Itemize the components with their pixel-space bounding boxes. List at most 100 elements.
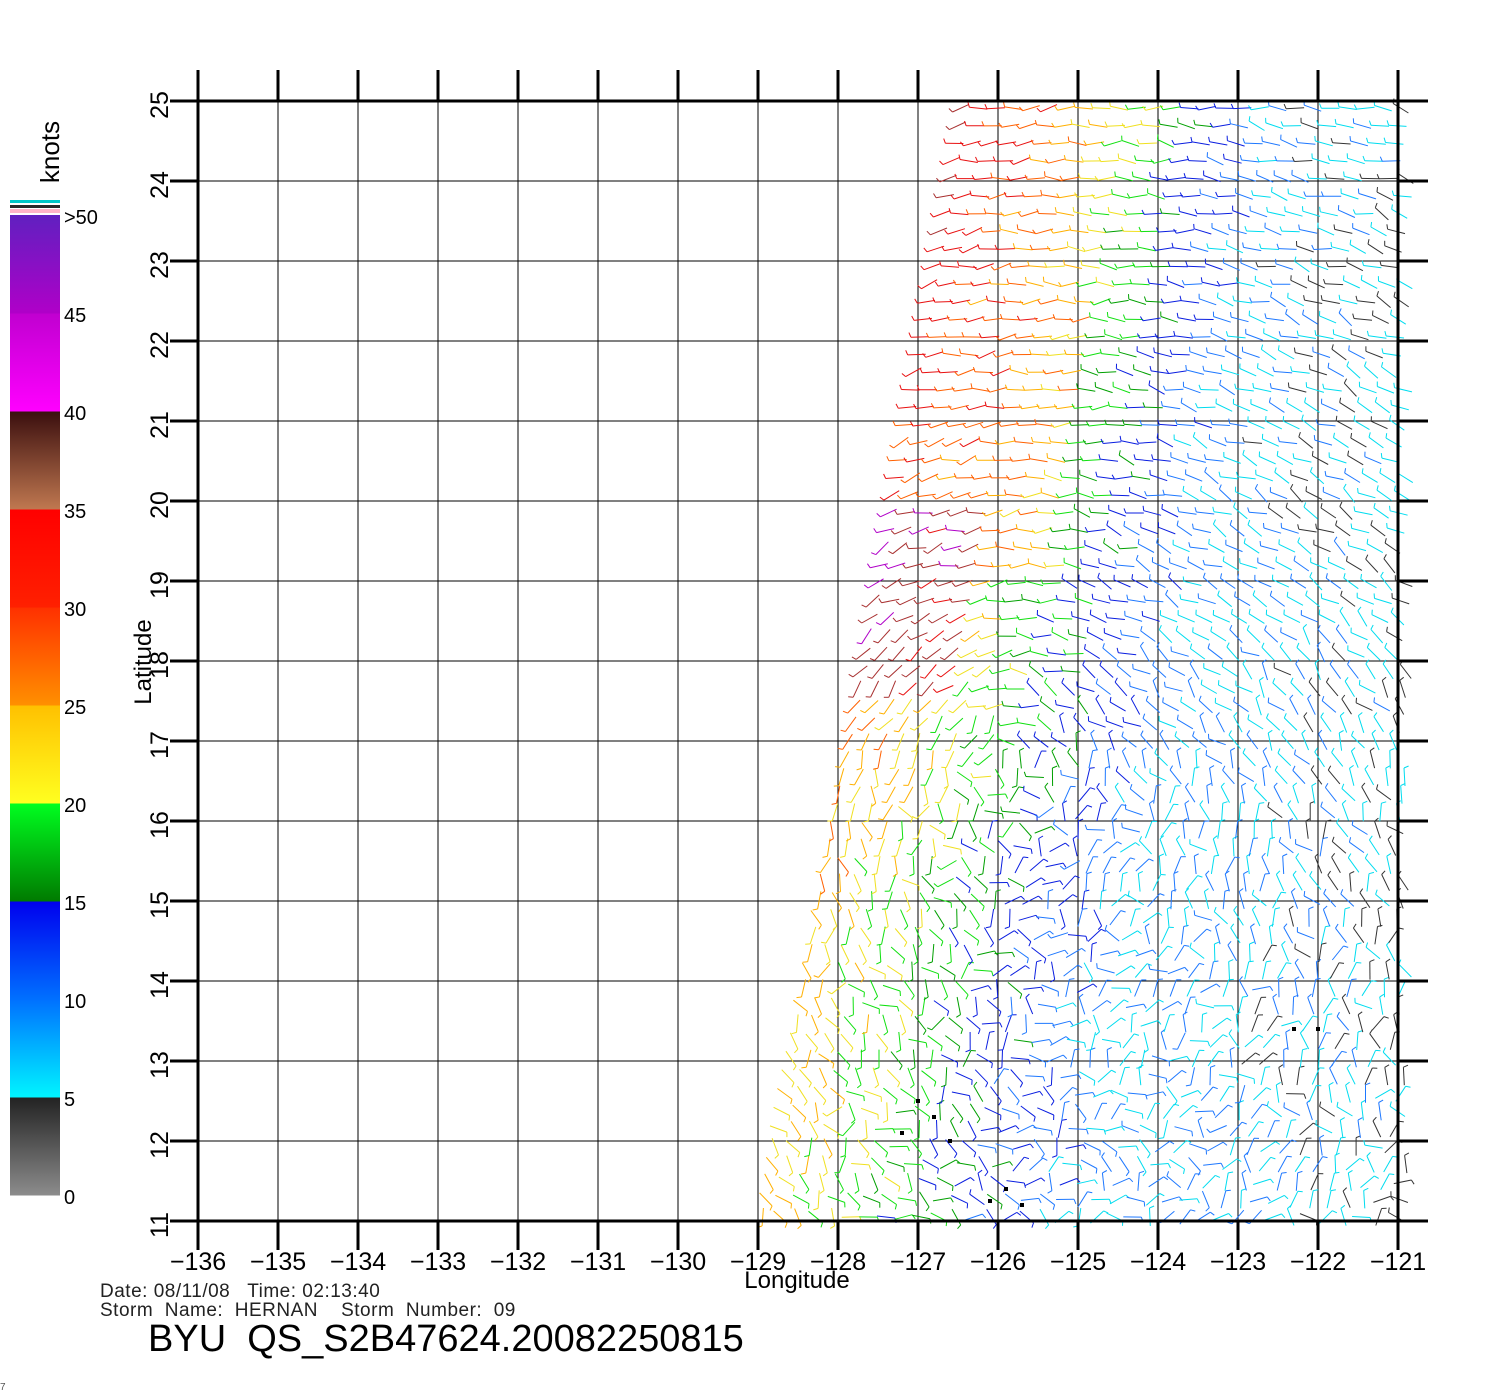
wind-vector — [890, 1051, 903, 1066]
wind-vector — [866, 1014, 870, 1033]
wind-vector — [982, 856, 986, 874]
wind-vector — [1018, 424, 1037, 426]
wind-vector-barb — [1180, 397, 1183, 403]
wind-vector — [1233, 506, 1248, 520]
wind-vector-barb — [1295, 853, 1300, 858]
wind-vector — [1338, 732, 1343, 751]
wind-vector — [851, 1163, 870, 1166]
wind-vector-barb — [1018, 404, 1023, 410]
wind-vector — [1293, 560, 1310, 572]
wind-vector-barb — [1204, 888, 1209, 892]
wind-vector — [986, 599, 1005, 603]
wind-vector — [966, 615, 984, 622]
wind-vector-barb — [1131, 574, 1134, 580]
wind-vector-barb — [1095, 694, 1100, 700]
wind-vector — [1241, 651, 1260, 657]
wind-vector — [1331, 646, 1346, 661]
wind-vector — [1334, 1155, 1337, 1174]
wind-vector-barb — [1248, 960, 1254, 963]
wind-vector-barb — [1050, 731, 1053, 738]
wind-vector — [1074, 106, 1093, 110]
wind-vector — [1099, 664, 1114, 678]
wind-vector — [848, 1102, 856, 1121]
wind-vector — [1053, 229, 1071, 234]
wind-vector-barb — [990, 561, 994, 567]
wind-vector-barb — [975, 545, 980, 550]
wind-vector-barb — [1081, 246, 1086, 252]
wind-vector-barb — [967, 799, 970, 805]
wind-vector — [1361, 279, 1378, 289]
wind-vector — [896, 615, 914, 623]
wind-vector — [898, 406, 917, 409]
wind-vector — [1034, 527, 1053, 534]
wind-vector-barb — [1051, 826, 1056, 831]
wind-vector-barb — [1103, 227, 1107, 233]
wind-vector-barb — [1266, 1087, 1272, 1091]
wind-vector-barb — [995, 873, 1001, 876]
wind-vector — [1389, 1032, 1396, 1050]
wind-vector — [848, 983, 865, 993]
wind-vector — [1047, 457, 1066, 463]
wind-vector — [1088, 720, 1106, 728]
wind-vector-barb — [1013, 436, 1016, 442]
wind-vector — [1112, 193, 1130, 199]
wind-vector — [876, 1033, 889, 1049]
wind-vector — [1209, 768, 1213, 786]
wind-vector-barb — [1208, 136, 1211, 142]
wind-vector — [1103, 542, 1119, 554]
wind-vector — [1235, 491, 1253, 500]
wind-vector-barb — [1272, 366, 1275, 372]
wind-vector — [976, 1053, 993, 1064]
wind-vector — [876, 528, 895, 534]
wind-vector-barb — [1005, 793, 1009, 799]
wind-vector — [1264, 1213, 1282, 1221]
wind-vector-barb — [1228, 418, 1231, 424]
wind-vector-barb — [1095, 471, 1098, 477]
wind-vector-barb — [1043, 958, 1047, 964]
wind-vector-barb — [1003, 101, 1006, 108]
wind-vector-barb — [1158, 119, 1161, 125]
wind-vector-barb — [921, 656, 927, 660]
wind-vector — [1209, 438, 1227, 447]
wind-vector — [1339, 299, 1358, 305]
wind-vector — [1331, 348, 1347, 361]
wind-vector — [1266, 717, 1281, 731]
wind-vector — [1173, 873, 1176, 892]
wind-vector — [1171, 353, 1190, 356]
rain-flag — [1316, 1027, 1320, 1031]
wind-vector-barb — [1138, 870, 1144, 875]
wind-vector-barb — [1215, 191, 1219, 197]
wind-vector-barb — [954, 942, 959, 948]
wind-vector-barb — [999, 513, 1004, 518]
wind-vector-barb — [977, 1029, 981, 1035]
wind-vector-barb — [1286, 1155, 1292, 1158]
wind-vector-barb — [1391, 204, 1393, 210]
wind-vector-barb — [1012, 243, 1016, 249]
wind-vector — [886, 1160, 905, 1168]
wind-vector — [920, 578, 937, 589]
wind-vector — [978, 350, 996, 359]
wind-vector — [1322, 1014, 1328, 1033]
wind-vector-barb — [1207, 1041, 1211, 1047]
wind-vector-barb — [1034, 814, 1040, 818]
wind-vector — [1349, 244, 1367, 254]
wind-vector-barb — [1031, 333, 1035, 339]
wind-vector — [1341, 192, 1359, 200]
wind-vector — [1171, 650, 1189, 657]
wind-vector-barb — [1106, 1000, 1112, 1004]
wind-vector-barb — [1023, 856, 1029, 859]
wind-vector — [1174, 141, 1193, 145]
lon-tick-label: −136 — [170, 1248, 226, 1276]
wind-vector — [1372, 314, 1389, 324]
wind-vector-barb — [1099, 660, 1103, 666]
wind-vector-barb — [1176, 714, 1179, 720]
wind-vector — [1062, 786, 1072, 804]
wind-vector-barb — [1264, 313, 1267, 319]
wind-vector — [1148, 803, 1155, 822]
wind-vector-barb — [931, 855, 936, 860]
wind-vector — [898, 999, 914, 1013]
wind-vector-barb — [860, 709, 866, 714]
wind-vector — [903, 1163, 922, 1166]
wind-vector-barb — [1375, 889, 1378, 895]
wind-vector-barb — [1355, 295, 1358, 301]
